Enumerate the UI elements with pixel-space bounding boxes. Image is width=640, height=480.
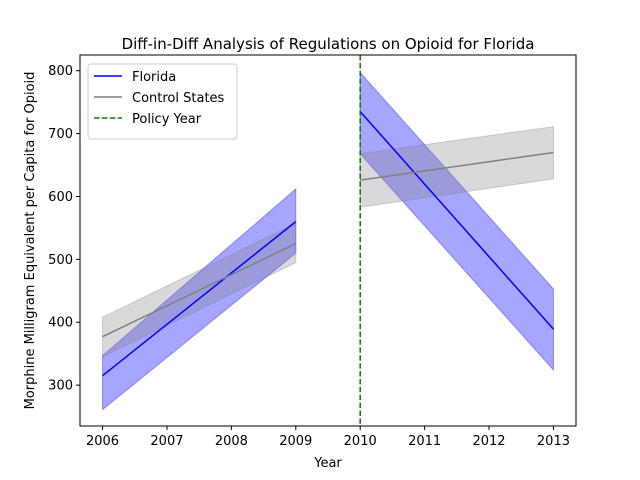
legend-label-policy-year: Policy Year: [132, 112, 202, 127]
x-tick-label: 2009: [279, 434, 312, 449]
y-axis: 300 400 500 600 700 800: [48, 64, 80, 394]
y-tick-label: 800: [48, 64, 73, 79]
x-tick-label: 2006: [86, 434, 119, 449]
x-tick-label: 2008: [215, 434, 248, 449]
legend-label-control-states: Control States: [132, 91, 225, 106]
chart-title: Diff-in-Diff Analysis of Regulations on …: [122, 35, 535, 53]
florida-line-2: [359, 111, 555, 330]
x-axis-label: Year: [313, 456, 342, 471]
y-tick-label: 700: [48, 127, 73, 142]
legend-label-florida: Florida: [132, 70, 176, 85]
florida-line-1: [102, 221, 297, 377]
y-tick-label: 400: [48, 316, 73, 331]
x-axis: 2006 2007 2008 2009 2010 2011 2012 2013: [86, 426, 570, 449]
x-tick-label: 2011: [408, 434, 441, 449]
legend-box: [87, 63, 238, 140]
y-tick-label: 300: [48, 379, 73, 394]
control-states-line-1: [102, 242, 297, 338]
x-tick-label: 2012: [472, 434, 505, 449]
x-tick-label: 2007: [150, 434, 183, 449]
x-tick-label: 2013: [537, 434, 570, 449]
legend: Florida Control States Policy Year: [87, 63, 238, 140]
y-tick-label: 500: [48, 253, 73, 268]
plot-frame: [79, 54, 577, 427]
control-states-line-2: [360, 151, 554, 181]
y-axis-label: Morphine Milligram Equivalent per Capita…: [23, 72, 38, 410]
x-tick-label: 2010: [344, 434, 377, 449]
series-lines: [102, 111, 555, 377]
y-tick-label: 600: [48, 190, 73, 205]
